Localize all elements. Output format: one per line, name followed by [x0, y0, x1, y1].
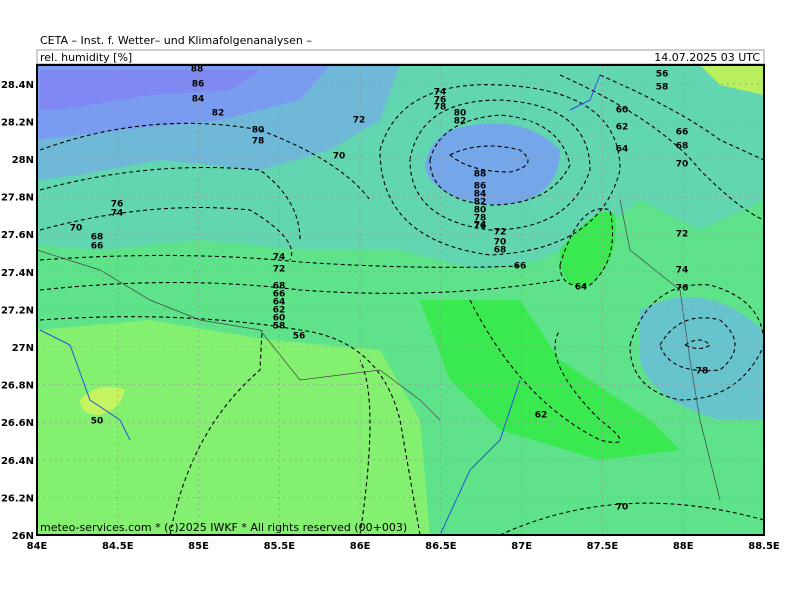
contour-label: 82 [454, 117, 467, 127]
contour-labels: 8886848280787270767470686674726866646260… [70, 65, 709, 513]
x-tick-label: 87E [511, 541, 532, 552]
contour-label: 84 [192, 95, 205, 105]
x-tick-label: 87.5E [587, 541, 619, 552]
y-tick-label: 26.8N [1, 381, 34, 392]
contour-label: 74 [676, 266, 689, 276]
humidity-field [37, 65, 764, 535]
x-tick-label: 86E [350, 541, 371, 552]
contour-label: 60 [616, 106, 629, 116]
contour-label: 80 [252, 126, 265, 136]
contour-label: 70 [616, 503, 629, 513]
x-tick-label: 88E [673, 541, 694, 552]
header-title: CETA – Inst. f. Wetter– und Klimafolgena… [40, 34, 312, 47]
contour-label: 58 [656, 83, 669, 93]
contour-label: 72 [353, 116, 366, 126]
contour-label: 70 [676, 160, 689, 170]
contour-label: 68 [91, 233, 104, 243]
contour-label: 72 [494, 228, 507, 238]
contour-label: 76 [676, 284, 689, 294]
contour-label: 88 [474, 170, 487, 180]
contour-label: 62 [535, 411, 548, 421]
contour-label: 76 [434, 96, 447, 106]
contour-label: 86 [474, 182, 487, 192]
contour-label: 50 [91, 417, 104, 427]
contour-label: 64 [575, 283, 588, 293]
contour-label: 68 [676, 142, 689, 152]
y-tick-label: 27.2N [1, 305, 34, 316]
contour-label: 78 [434, 103, 447, 113]
contour-label: 80 [454, 109, 467, 119]
contour-label: 70 [333, 152, 346, 162]
y-tick-label: 27N [12, 343, 34, 354]
y-tick-label: 26.2N [1, 493, 34, 504]
variable-label: rel. humidity [%] [40, 51, 132, 64]
x-tick-label: 88.5E [748, 541, 780, 552]
contour-label: 60 [273, 314, 286, 324]
contour-label: 76 [111, 200, 124, 210]
y-tick-label: 26.4N [1, 456, 34, 467]
contour-label: 80 [474, 206, 487, 216]
contour-label: 62 [616, 123, 629, 133]
contour-label: 56 [293, 332, 306, 342]
contour-label: 78 [696, 367, 709, 377]
contour-label: 66 [91, 242, 104, 252]
x-tick-label: 84E [27, 541, 48, 552]
contour-label: 66 [273, 290, 286, 300]
y-tick-label: 28N [12, 155, 34, 166]
contour-label: 84 [474, 190, 487, 200]
y-tick-label: 27.6N [1, 230, 34, 241]
contour-label: 82 [212, 109, 225, 119]
y-tick-label: 28.4N [1, 80, 34, 91]
valid-time: 14.07.2025 03 UTC [654, 51, 760, 64]
contour-label: 68 [273, 282, 286, 292]
contour-label: 64 [273, 298, 286, 308]
contour-label: 74 [111, 209, 124, 219]
contour-label: 72 [273, 265, 286, 275]
y-tick-label: 28.2N [1, 117, 34, 128]
map-frame [36, 64, 765, 536]
y-tick-label: 27.4N [1, 268, 34, 279]
contour-label: 74 [273, 253, 286, 263]
contour-label: 74 [474, 221, 487, 231]
x-tick-label: 84.5E [102, 541, 134, 552]
contour-label: 74 [434, 88, 447, 98]
x-tick-label: 85.5E [264, 541, 296, 552]
contour-label: 82 [474, 198, 487, 208]
y-tick-label: 26.6N [1, 418, 34, 429]
contour-label: 66 [676, 128, 689, 138]
contour-label: 64 [616, 145, 629, 155]
contour-label: 72 [676, 230, 689, 240]
footer: meteo-services.com * (c)2025 IWKF * All … [40, 521, 407, 534]
contour-label: 56 [656, 70, 669, 80]
contour-label: 88 [191, 65, 204, 75]
contour-label: 68 [494, 246, 507, 256]
contour-label: 70 [494, 238, 507, 248]
contour-label: 76 [474, 222, 487, 232]
x-tick-label: 85E [188, 541, 209, 552]
contour-label: 86 [192, 80, 205, 90]
contour-label: 78 [474, 214, 487, 224]
x-tick-label: 86.5E [425, 541, 457, 552]
y-tick-label: 27.8N [1, 193, 34, 204]
contour-label: 66 [514, 262, 527, 272]
axes: 84E 84.5E 85E 85.5E 86E 86.5E 87E 87.5E 88E 88.5E… [1, 80, 780, 552]
contour-label: 62 [273, 306, 286, 316]
contour-label: 78 [252, 137, 265, 147]
y-tick-label: 26N [12, 531, 34, 542]
contour-label: 58 [273, 322, 286, 332]
contour-label: 70 [70, 224, 83, 234]
